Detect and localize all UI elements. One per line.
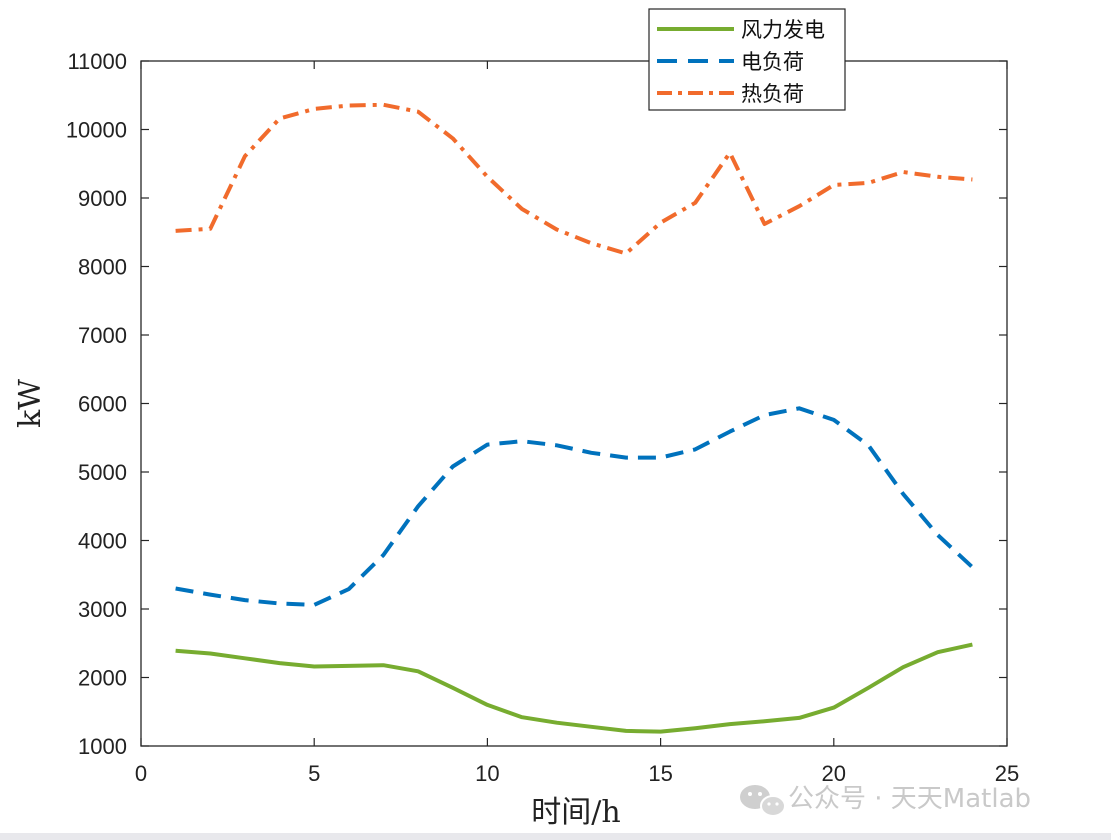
watermark: 公众号 · 天天Matlab xyxy=(740,784,1031,817)
x-tick-label: 5 xyxy=(308,761,320,786)
watermark-text: 公众号 · 天天Matlab xyxy=(788,784,1031,814)
y-tick-label: 3000 xyxy=(78,597,127,622)
window-bottom-edge xyxy=(0,833,1111,840)
legend-label: 热负荷 xyxy=(741,82,804,106)
legend-label: 风力发电 xyxy=(741,18,825,42)
y-tick-label: 7000 xyxy=(78,323,127,348)
y-tick-label: 8000 xyxy=(78,255,127,280)
x-tick-label: 25 xyxy=(995,761,1019,786)
series-line-1 xyxy=(175,642,973,734)
y-tick-label: 6000 xyxy=(78,392,127,417)
y-tick-label: 1000 xyxy=(78,734,127,759)
y-tick-label: 11000 xyxy=(67,49,127,74)
legend-label: 电负荷 xyxy=(741,50,804,74)
y-tick-label: 9000 xyxy=(78,186,127,211)
y-axis-title: kW xyxy=(13,379,48,428)
axis-ticks: 0 5 10 15 20 25 1000 2000 3000 4000 5000 6000 7000 80… xyxy=(66,49,1019,786)
y-tick-label: 5000 xyxy=(78,460,127,485)
wechat-icon xyxy=(740,785,786,817)
x-axis-title: 时间/h xyxy=(531,795,620,830)
y-tick-label: 4000 xyxy=(78,529,127,554)
y-tick-label: 2000 xyxy=(78,666,127,691)
x-tick-label: 10 xyxy=(475,761,499,786)
x-tick-label: 0 xyxy=(135,761,147,786)
x-tick-label: 20 xyxy=(822,761,846,786)
series-line-3 xyxy=(175,102,973,256)
plot-area-frame xyxy=(140,60,1008,747)
series-line-2 xyxy=(175,406,974,607)
series-layer xyxy=(175,102,974,734)
y-tick-label: 10000 xyxy=(66,118,127,143)
x-tick-label: 15 xyxy=(648,761,672,786)
